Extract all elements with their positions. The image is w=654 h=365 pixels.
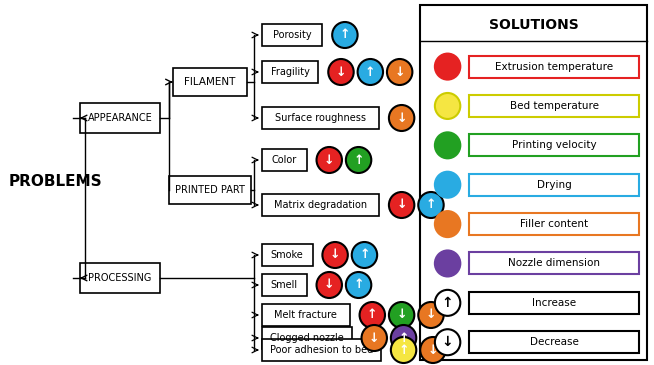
Circle shape <box>435 132 460 158</box>
Bar <box>80 103 160 133</box>
Text: SOLUTIONS: SOLUTIONS <box>489 18 579 32</box>
Bar <box>262 304 350 326</box>
Circle shape <box>317 147 342 173</box>
Circle shape <box>322 242 348 268</box>
Bar <box>421 5 647 360</box>
Text: Nozzle dimension: Nozzle dimension <box>508 258 600 269</box>
Bar <box>262 61 318 83</box>
Text: ↑: ↑ <box>442 296 453 310</box>
Text: Surface roughness: Surface roughness <box>275 113 366 123</box>
Circle shape <box>362 325 387 351</box>
Text: ↑: ↑ <box>353 154 364 166</box>
Text: ↓: ↓ <box>426 308 436 322</box>
Text: ↑: ↑ <box>359 249 370 261</box>
Text: ↓: ↓ <box>394 65 405 78</box>
Text: ↓: ↓ <box>324 154 334 166</box>
Text: Drying: Drying <box>537 180 572 190</box>
Text: ↓: ↓ <box>442 335 453 349</box>
Text: PROCESSING: PROCESSING <box>88 273 152 283</box>
Bar <box>469 331 640 353</box>
Text: PRINTED PART: PRINTED PART <box>175 185 245 195</box>
Circle shape <box>389 192 415 218</box>
Text: Printing velocity: Printing velocity <box>512 141 596 150</box>
Text: Porosity: Porosity <box>273 30 311 40</box>
Circle shape <box>391 325 417 351</box>
Bar <box>169 176 251 204</box>
Text: Smell: Smell <box>271 280 298 290</box>
Text: Melt fracture: Melt fracture <box>274 310 337 320</box>
Circle shape <box>435 211 460 237</box>
Text: Fragility: Fragility <box>271 67 309 77</box>
Text: ↓: ↓ <box>396 199 407 211</box>
Circle shape <box>419 192 443 218</box>
Circle shape <box>435 329 460 355</box>
Text: ↑: ↑ <box>426 199 436 211</box>
Circle shape <box>435 54 460 80</box>
Bar <box>262 107 379 129</box>
Bar <box>469 134 640 156</box>
Text: ↓: ↓ <box>330 249 340 261</box>
Text: ↓: ↓ <box>336 65 346 78</box>
Text: ↑: ↑ <box>398 343 409 357</box>
Bar <box>262 244 313 266</box>
Text: ↑: ↑ <box>339 28 350 42</box>
Bar <box>80 263 160 293</box>
Circle shape <box>421 337 445 363</box>
Circle shape <box>346 147 371 173</box>
Bar <box>469 292 640 314</box>
Text: ↑: ↑ <box>353 278 364 292</box>
Bar <box>469 95 640 117</box>
Bar <box>262 194 379 216</box>
Text: FILAMENT: FILAMENT <box>184 77 235 87</box>
Text: Increase: Increase <box>532 298 576 308</box>
Bar <box>469 55 640 78</box>
Bar <box>469 174 640 196</box>
Bar <box>469 253 640 274</box>
Bar <box>262 274 307 296</box>
Circle shape <box>389 302 415 328</box>
Text: ↓: ↓ <box>324 278 334 292</box>
Text: ↑: ↑ <box>365 65 375 78</box>
Circle shape <box>332 22 358 48</box>
Text: Filler content: Filler content <box>520 219 589 229</box>
Circle shape <box>317 272 342 298</box>
Circle shape <box>391 337 417 363</box>
Bar <box>262 149 307 171</box>
Circle shape <box>419 302 443 328</box>
Text: ↓: ↓ <box>396 111 407 124</box>
Bar <box>173 68 247 96</box>
Text: Clogged nozzle: Clogged nozzle <box>270 333 343 343</box>
Text: Poor adhesion to bed: Poor adhesion to bed <box>270 345 373 355</box>
Bar <box>469 213 640 235</box>
Circle shape <box>435 172 460 198</box>
Circle shape <box>358 59 383 85</box>
Text: Color: Color <box>271 155 297 165</box>
Circle shape <box>389 105 415 131</box>
Text: Decrease: Decrease <box>530 337 579 347</box>
Text: Extrusion temperature: Extrusion temperature <box>495 62 613 72</box>
Circle shape <box>328 59 354 85</box>
Circle shape <box>360 302 385 328</box>
Bar <box>262 24 322 46</box>
Text: ↓: ↓ <box>428 343 438 357</box>
Circle shape <box>435 290 460 316</box>
Text: Matrix degradation: Matrix degradation <box>274 200 367 210</box>
Text: ↓: ↓ <box>396 308 407 322</box>
Text: APPEARANCE: APPEARANCE <box>88 113 152 123</box>
Bar <box>262 327 352 349</box>
Bar <box>262 339 381 361</box>
Circle shape <box>346 272 371 298</box>
Circle shape <box>435 93 460 119</box>
Text: ↑: ↑ <box>398 331 409 345</box>
Text: ↓: ↓ <box>369 331 379 345</box>
Text: ↑: ↑ <box>367 308 377 322</box>
Text: Bed temperature: Bed temperature <box>509 101 598 111</box>
Circle shape <box>352 242 377 268</box>
Text: PROBLEMS: PROBLEMS <box>9 174 102 189</box>
Circle shape <box>387 59 413 85</box>
Circle shape <box>435 250 460 276</box>
Text: Smoke: Smoke <box>271 250 303 260</box>
